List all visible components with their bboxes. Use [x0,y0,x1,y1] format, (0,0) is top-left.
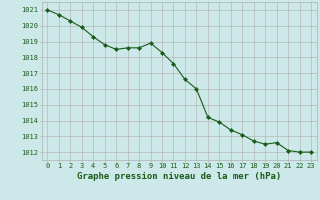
X-axis label: Graphe pression niveau de la mer (hPa): Graphe pression niveau de la mer (hPa) [77,172,281,181]
